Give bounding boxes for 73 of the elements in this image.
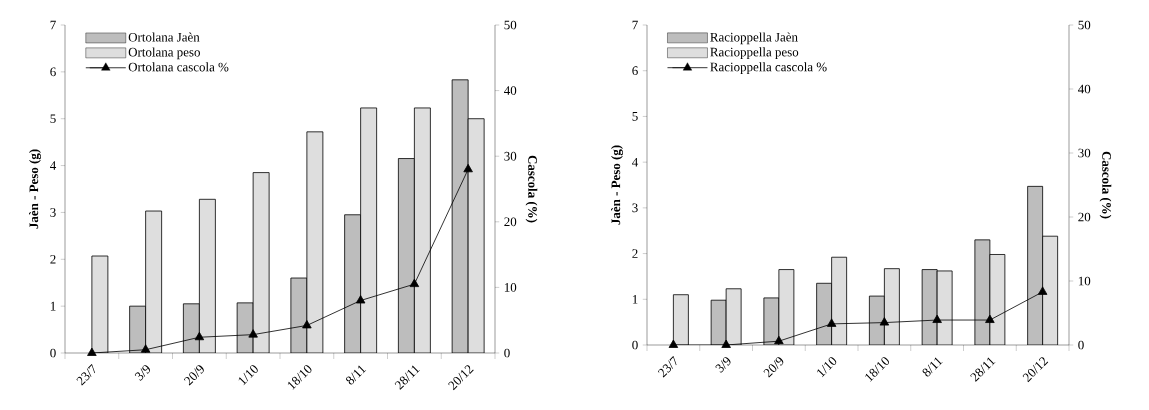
y-axis-title: Jaèn - Peso (g) [611,145,623,225]
legend-label: Racioppella cascola % [710,62,827,74]
bar [397,158,415,353]
y2-tick-label: 30 [1078,148,1091,158]
y2-tick-label: 10 [1078,276,1091,286]
point [194,331,205,341]
x-tick-label: 8/11 [346,365,367,385]
legend-label: Ortolana cascola % [128,62,229,72]
y-tick-label: 1 [50,301,56,311]
y-tick-label: 7 [632,20,638,30]
y-tick-label: 0 [50,348,56,358]
point [355,295,366,304]
point [879,317,890,326]
point [774,335,784,345]
x-tick-label: 1/10 [817,357,837,378]
bar [360,107,378,353]
point [932,314,942,323]
y-tick-label: 3 [632,203,638,213]
y2-axis-title: Cascola (%) [1099,151,1112,219]
y-tick-label: 3 [50,208,56,217]
x-tick-label: 20/9 [183,365,204,386]
y-tick-label: 4 [50,161,57,170]
y2-tick-label: 50 [1078,20,1091,30]
point [87,347,97,356]
bar [413,107,431,353]
bar [145,210,163,353]
y2-tick-label: 0 [504,348,510,358]
point [826,318,837,327]
x-tick-label: 23/7 [657,355,677,378]
y-tick-label: 5 [50,114,56,124]
y2-axis-title: Cascola (%) [525,155,538,223]
x-tick-label: 3/9 [134,365,151,381]
y2-tick-label: 30 [504,151,517,161]
y-tick-label: 5 [632,112,638,121]
y-tick-label: 2 [50,255,56,264]
legend-label: Ortolana peso [128,47,200,60]
y2-tick-label: 10 [504,283,517,292]
x-tick-label: 8/11 [922,357,943,377]
y2-tick-label: 0 [1078,340,1084,350]
point [463,163,473,173]
legend-label: Ortolana Jaèn [128,32,200,42]
y-tick-label: 1 [632,295,638,304]
point [1037,286,1048,295]
y-tick-label: 2 [632,249,638,258]
y-tick-label: 7 [50,20,56,30]
x-tick-label: 20/9 [763,357,784,378]
y-tick-label: 0 [632,340,638,350]
point [140,344,151,353]
legend-label: Racioppella peso [710,47,799,60]
y2-tick-label: 50 [504,20,517,30]
legend-label: Racioppella Jaèn [710,32,798,45]
y-tick-label: 6 [632,66,638,76]
point [668,339,679,348]
x-tick-label: 23/7 [76,363,96,386]
x-tick-label: 1/10 [238,365,258,386]
y2-tick-label: 20 [504,217,517,227]
bar [344,214,362,353]
bar [672,294,689,345]
y2-tick-label: 20 [1078,212,1091,222]
x-tick-label: 3/9 [715,357,731,373]
bar [1027,185,1044,345]
y2-tick-label: 40 [504,86,517,95]
point [302,320,312,329]
point [409,278,420,288]
y-tick-label: 4 [632,157,639,167]
y-tick-label: 6 [50,67,56,77]
bar [1042,235,1059,345]
y2-tick-label: 40 [1078,84,1091,94]
y-axis-title: Jaèn - Peso (g) [29,149,41,229]
point [721,339,731,348]
point [985,314,995,323]
bar [198,198,216,353]
point [248,329,258,338]
